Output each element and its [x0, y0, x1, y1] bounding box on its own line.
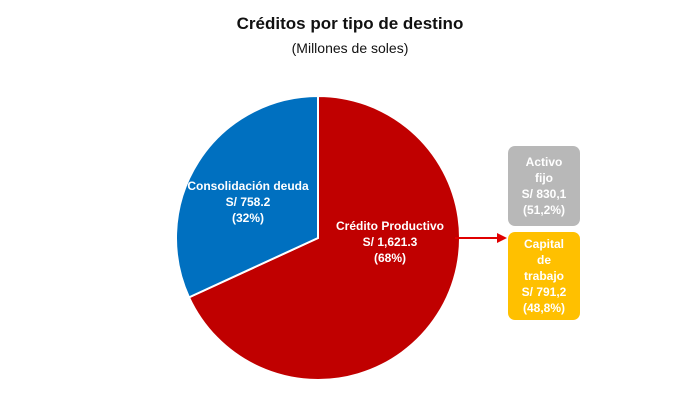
breakdown-label-capital-de-trabajo-line-1: Capital [523, 237, 564, 251]
pie-slice-credito-productivo [187, 94, 461, 381]
pie-label-credito-productivo-line-2: S/ 1,621.3 [363, 235, 418, 249]
breakdown-box-activo-fijo: Activo fijo S/ 830,1 (51,2%) [508, 146, 580, 226]
chart-subtitle: (Millones de soles) [291, 40, 409, 56]
pie-label-credito-productivo-line-3: (68%) [374, 251, 406, 265]
pie-slices [175, 94, 461, 381]
pie-labels: Crédito Productivo S/ 1,621.3 (68%) Consoli… [187, 179, 444, 265]
pie-label-consolidacion-deuda-line-1: Consolidación deuda [187, 179, 309, 193]
pie-label-consolidacion-deuda-line-2: S/ 758.2 [226, 195, 271, 209]
breakdown-label-activo-fijo-line-1: Activo [525, 155, 563, 169]
breakdown-label-activo-fijo-line-4: (51,2%) [522, 203, 566, 217]
breakdown-label-capital-de-trabajo-line-5: (48,8%) [522, 301, 566, 315]
breakdown-arrow [455, 233, 507, 243]
breakdown-label-activo-fijo-line-3: S/ 830,1 [521, 187, 567, 201]
breakdown-box-capital-trabajo: Capital de trabajo S/ 791,2 (48,8%) [508, 232, 580, 320]
pie-label-consolidacion-deuda-line-3: (32%) [232, 211, 264, 225]
breakdown-label-capital-de-trabajo-line-3: trabajo [523, 269, 564, 283]
pie-slice-consolidacion-deuda [175, 94, 319, 299]
breakdown-label-capital-de-trabajo-line-2: de [536, 253, 551, 267]
chart-title: Créditos por tipo de destino [236, 14, 464, 33]
breakdown-label-capital-de-trabajo-line-4: S/ 791,2 [521, 285, 567, 299]
pie-label-credito-productivo-line-1: Crédito Productivo [336, 219, 444, 233]
breakdown-label-activo-fijo-line-2: fijo [535, 171, 553, 185]
